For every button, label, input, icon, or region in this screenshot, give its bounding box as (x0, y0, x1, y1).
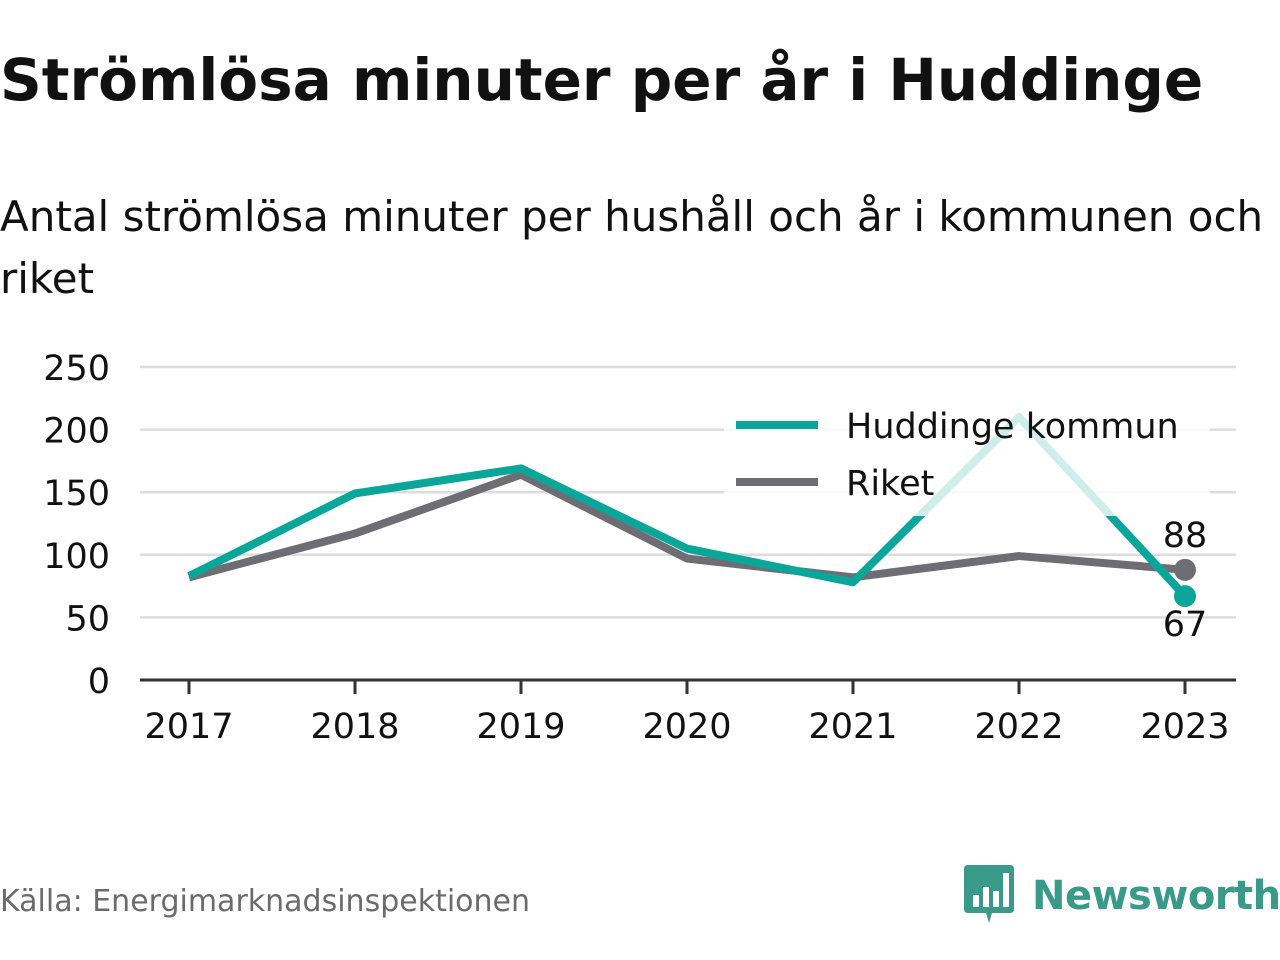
source-note: Källa: Energimarknadsinspektionen (0, 884, 531, 919)
brand-name: Newsworthy (1032, 873, 1280, 919)
x-tick-label: 2021 (808, 707, 897, 747)
x-tick-label: 2018 (310, 707, 399, 747)
x-tick-label: 2023 (1140, 707, 1229, 747)
end-labels: 88 67 (1163, 516, 1208, 645)
y-tick-label: 50 (65, 599, 110, 639)
y-axis-ticks: 0 50 100 150 200 250 (43, 349, 110, 702)
y-tick-label: 100 (43, 537, 110, 577)
x-axis-ticks: 2017 2018 2019 2020 2021 2022 2023 (140, 678, 1236, 747)
x-tick-label: 2020 (642, 707, 731, 747)
end-point-riket (1174, 558, 1196, 581)
legend-label-huddinge: Huddinge kommun (846, 407, 1179, 447)
x-tick-label: 2017 (144, 707, 233, 747)
bar-chart-speech-bubble-icon (964, 865, 1014, 923)
chart-title: Strömlösa minuter per år i Huddinge (0, 46, 1204, 114)
line-chart: 0 50 100 150 200 250 2017 2018 2019 2020 2021 2022… (43, 349, 1236, 747)
brand-logo: Newsworthy (964, 864, 1280, 928)
legend: Huddinge kommun Riket (724, 398, 1210, 516)
y-tick-label: 200 (43, 412, 110, 452)
end-point-huddinge (1174, 585, 1196, 608)
series-line-riket (187, 470, 1186, 582)
y-tick-label: 150 (43, 474, 110, 514)
chart-subtitle: Antal strömlösa minuter per hushåll och … (0, 192, 1264, 303)
end-label-riket: 88 (1163, 516, 1208, 556)
end-points (1174, 558, 1196, 608)
end-label-huddinge: 67 (1163, 605, 1208, 645)
x-tick-label: 2022 (974, 707, 1063, 747)
legend-label-riket: Riket (846, 464, 934, 504)
y-tick-label: 0 (88, 662, 110, 702)
legend-background (724, 398, 1210, 516)
y-tick-label: 250 (43, 349, 110, 389)
x-tick-label: 2019 (476, 707, 565, 747)
